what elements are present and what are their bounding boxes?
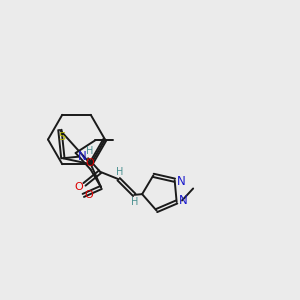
Text: H: H	[86, 146, 94, 156]
Text: N: N	[177, 175, 186, 188]
Text: O: O	[84, 190, 93, 200]
Text: O: O	[85, 158, 94, 169]
Text: N: N	[78, 150, 86, 163]
Text: N: N	[179, 194, 188, 207]
Text: H: H	[116, 167, 123, 177]
Text: O: O	[75, 182, 83, 192]
Text: H: H	[131, 197, 139, 207]
Text: S: S	[58, 131, 65, 142]
